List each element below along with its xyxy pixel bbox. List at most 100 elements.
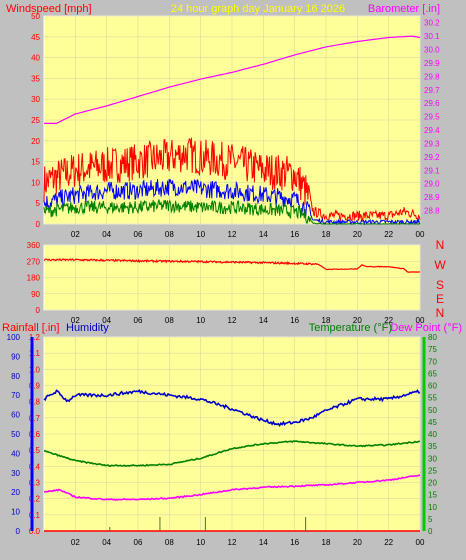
header-center-label: 24 hour graph day January 16 2026 [171, 3, 345, 15]
header-right-label: Barometer [.in] [368, 3, 440, 15]
x-tick-label-1-04: 04 [102, 316, 111, 325]
x-tick-label-0-10: 10 [196, 230, 205, 239]
x-tick-label-0-18: 18 [322, 230, 331, 239]
temp-y-tick-20: 20 [428, 479, 437, 488]
humidity-y-tick-100: 100 [7, 333, 21, 342]
temp-y-tick-5: 5 [428, 515, 433, 524]
compass-label-1: W [434, 258, 446, 272]
baro-y-tick-29.8: 29.8 [424, 72, 440, 81]
temp-y-tick-55: 55 [428, 394, 437, 403]
direction-y-tick-270: 270 [27, 257, 41, 266]
series-line-wind_low [43, 199, 420, 225]
wind-y-tick-30: 30 [31, 95, 40, 104]
x-tick-label-1-18: 18 [322, 316, 331, 325]
baro-y-tick-30.1: 30.1 [424, 32, 440, 41]
x-tick-label-0-14: 14 [259, 230, 268, 239]
x-tick-label-1-16: 16 [290, 316, 299, 325]
x-tick-label-2-10: 10 [196, 538, 205, 547]
x-tick-label-0-00: 00 [416, 230, 425, 239]
x-tick-label-1-12: 12 [228, 316, 237, 325]
temp-y-tick-35: 35 [428, 442, 437, 451]
x-tick-label-1-10: 10 [196, 316, 205, 325]
baro-y-tick-30.0: 30.0 [424, 46, 440, 55]
temp-y-tick-30: 30 [428, 454, 437, 463]
x-tick-label-1-06: 06 [134, 316, 143, 325]
humidity-y-tick-20: 20 [11, 488, 20, 497]
humidity-y-tick-50: 50 [11, 430, 20, 439]
rain-y-tick-0.4: 0.4 [29, 462, 41, 471]
baro-y-tick-29.3: 29.3 [424, 139, 440, 148]
x-tick-label-1-00: 00 [416, 316, 425, 325]
wind-y-tick-10: 10 [31, 178, 40, 187]
temp-y-tick-25: 25 [428, 466, 437, 475]
x-tick-label-2-12: 12 [228, 538, 237, 547]
rain-y-tick-0.2: 0.2 [29, 495, 41, 504]
bottom-label-humidity: Humidity [66, 322, 109, 334]
compass-label-4: N [436, 306, 445, 320]
temp-y-tick-50: 50 [428, 406, 437, 415]
series-line-wind [43, 178, 421, 226]
x-tick-label-0-22: 22 [384, 230, 393, 239]
temp-y-tick-45: 45 [428, 418, 437, 427]
wind-y-tick-15: 15 [31, 158, 40, 167]
series-line-humidity [43, 388, 421, 427]
compass-label-0: N [436, 238, 445, 252]
baro-y-tick-28.8: 28.8 [424, 207, 440, 216]
rain-y-tick-1.1: 1.1 [29, 349, 41, 358]
rain-y-tick-0.0: 0.0 [29, 527, 41, 536]
wind-y-tick-5: 5 [36, 199, 41, 208]
series-line-gust [43, 137, 421, 223]
wind-y-tick-35: 35 [31, 74, 40, 83]
direction-y-tick-0: 0 [36, 306, 41, 315]
wind-y-tick-45: 45 [31, 33, 40, 42]
x-tick-label-0-06: 06 [134, 230, 143, 239]
temp-y-tick-65: 65 [428, 369, 437, 378]
baro-y-tick-29.0: 29.0 [424, 180, 440, 189]
temp-y-tick-70: 70 [428, 357, 437, 366]
wind-y-tick-25: 25 [31, 116, 40, 125]
x-tick-label-1-02: 02 [71, 316, 80, 325]
x-tick-label-2-08: 08 [165, 538, 174, 547]
x-tick-label-2-00: 00 [416, 538, 425, 547]
x-tick-label-2-14: 14 [259, 538, 268, 547]
rain-y-tick-1.0: 1.0 [29, 365, 41, 374]
humidity-y-tick-60: 60 [11, 411, 20, 420]
baro-y-tick-29.2: 29.2 [424, 153, 440, 162]
rain-y-tick-1.2: 1.2 [29, 333, 41, 342]
humidity-y-tick-70: 70 [11, 391, 20, 400]
x-tick-label-1-20: 20 [353, 316, 362, 325]
baro-y-tick-29.6: 29.6 [424, 99, 440, 108]
x-tick-label-2-06: 06 [134, 538, 143, 547]
humidity-y-tick-40: 40 [11, 449, 20, 458]
baro-y-tick-30.2: 30.2 [424, 19, 440, 28]
rain-y-tick-0.6: 0.6 [29, 430, 41, 439]
temp-y-tick-10: 10 [428, 503, 437, 512]
direction-y-tick-90: 90 [31, 290, 40, 299]
bottom-label-temperature: Temperature (°F) [309, 322, 392, 334]
x-tick-label-0-02: 02 [71, 230, 80, 239]
bottom-label-dewpoint: Dew Point (°F) [390, 322, 462, 334]
rain-y-tick-0.8: 0.8 [29, 398, 41, 407]
temp-y-tick-60: 60 [428, 382, 437, 391]
x-tick-label-2-16: 16 [290, 538, 299, 547]
humidity-y-tick-0: 0 [16, 527, 21, 536]
baro-y-tick-29.1: 29.1 [424, 166, 440, 175]
x-tick-label-0-20: 20 [353, 230, 362, 239]
baro-y-tick-29.5: 29.5 [424, 113, 440, 122]
baro-y-tick-29.7: 29.7 [424, 86, 440, 95]
temp-y-tick-40: 40 [428, 430, 437, 439]
x-tick-label-1-08: 08 [165, 316, 174, 325]
temp-y-tick-0: 0 [428, 527, 433, 536]
wind-y-tick-50: 50 [31, 12, 40, 21]
humidity-y-tick-30: 30 [11, 469, 20, 478]
x-tick-label-1-22: 22 [384, 316, 393, 325]
direction-y-tick-180: 180 [27, 274, 41, 283]
wind-y-tick-0: 0 [36, 220, 41, 229]
humidity-y-tick-90: 90 [11, 352, 20, 361]
x-tick-label-2-04: 04 [102, 538, 111, 547]
baro-y-tick-29.4: 29.4 [424, 126, 440, 135]
x-tick-label-0-12: 12 [228, 230, 237, 239]
rain-y-tick-0.1: 0.1 [29, 511, 41, 520]
